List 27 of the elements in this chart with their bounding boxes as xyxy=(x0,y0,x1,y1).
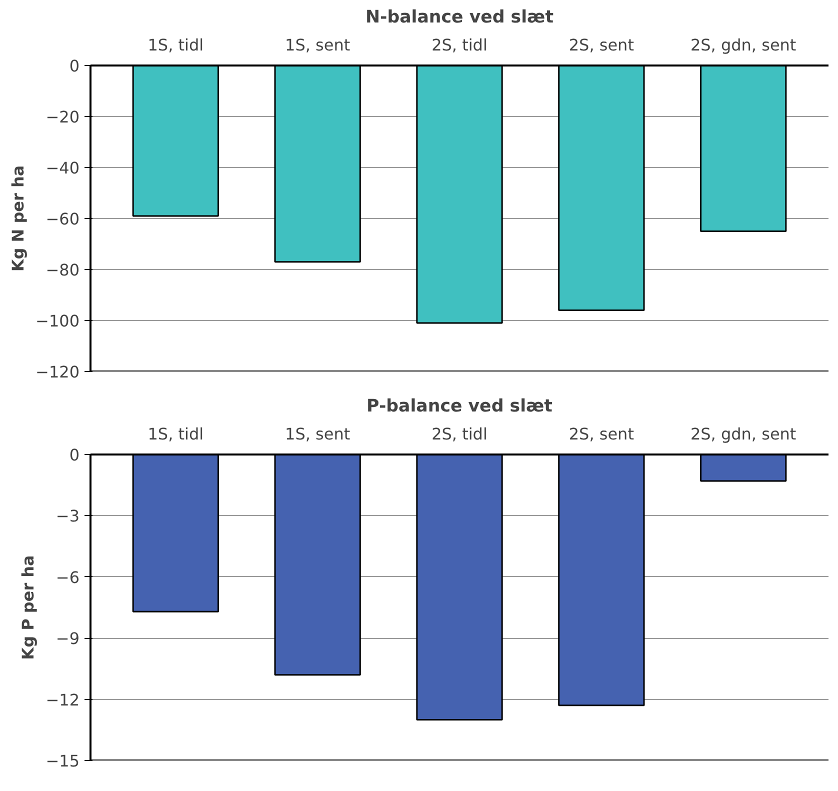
y-tick-label: −12 xyxy=(46,690,80,710)
y-tick-label: −20 xyxy=(46,108,80,126)
y-tick-label: −15 xyxy=(46,752,80,770)
x-tick-label: 2S, gdn, sent xyxy=(690,424,796,444)
x-tick-label: 1S, sent xyxy=(285,424,350,444)
y-tick-label: 0 xyxy=(69,446,80,464)
x-tick-label: 1S, tidl xyxy=(148,36,204,54)
y-tick-label: −9 xyxy=(56,629,80,648)
x-tick-label: 2S, gdn, sent xyxy=(690,36,796,54)
y-axis-title: Kg P per ha xyxy=(18,555,38,660)
chart-title: N-balance ved slæt xyxy=(366,8,554,28)
x-tick-label: 2S, sent xyxy=(568,36,634,54)
x-tick-label: 2S, sent xyxy=(568,424,634,444)
y-tick-label: −40 xyxy=(46,158,80,178)
y-tick-label: −3 xyxy=(56,506,80,526)
y-tick-label: −60 xyxy=(46,210,80,228)
y-axis-title: Kg N per ha xyxy=(8,165,28,272)
chart-title: P-balance ved slæt xyxy=(366,396,552,416)
x-tick-label: 2S, tidl xyxy=(432,36,488,54)
y-tick-label: −6 xyxy=(56,568,80,587)
y-tick-label: 0 xyxy=(69,56,80,76)
x-tick-label: 1S, sent xyxy=(285,36,350,54)
y-tick-label: −80 xyxy=(46,260,80,280)
y-tick-label: −100 xyxy=(36,312,80,330)
x-tick-label: 1S, tidl xyxy=(148,424,204,444)
y-tick-label: −120 xyxy=(36,362,80,382)
x-tick-label: 2S, tidl xyxy=(432,424,488,444)
